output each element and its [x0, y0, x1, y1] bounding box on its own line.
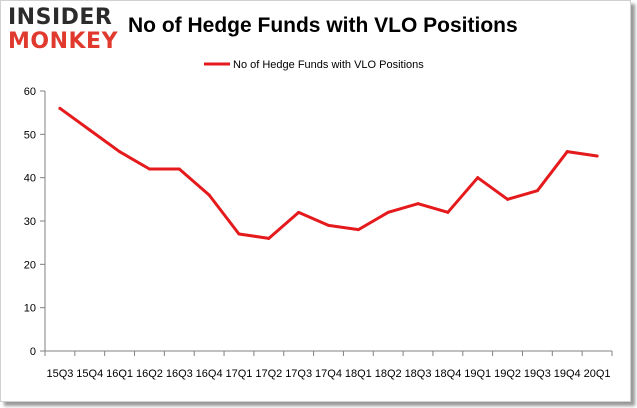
data-point [147, 167, 151, 171]
data-point [267, 236, 271, 240]
x-tick-label: 19Q1 [464, 368, 491, 380]
chart-frame [0, 0, 631, 402]
data-point [506, 197, 510, 201]
data-point [416, 202, 420, 206]
logo-text-monkey: MONKEY [8, 29, 119, 54]
x-tick-label: 16Q1 [106, 368, 133, 380]
x-tick-label: 18Q1 [345, 368, 372, 380]
x-tick-label: 19Q2 [494, 368, 521, 380]
y-tick-label: 50 [24, 129, 36, 141]
data-point [118, 150, 122, 154]
data-point [207, 193, 211, 197]
data-point [58, 106, 62, 110]
series-line [58, 106, 599, 240]
data-point [386, 210, 390, 214]
x-tick-label: 20Q1 [584, 368, 611, 380]
y-tick-label: 60 [24, 86, 36, 98]
data-point [177, 167, 181, 171]
data-point [565, 150, 569, 154]
y-tick-label: 30 [24, 216, 36, 228]
data-point [327, 223, 330, 227]
x-tick-label: 18Q2 [375, 368, 402, 380]
data-point [535, 189, 539, 193]
x-tick-label: 16Q4 [196, 368, 223, 380]
legend-label: No of Hedge Funds with VLO Positions [233, 59, 424, 71]
x-tick-label: 19Q3 [524, 368, 551, 380]
data-point [446, 210, 450, 214]
x-tick-label: 17Q2 [255, 368, 282, 380]
x-tick-label: 16Q2 [136, 368, 163, 380]
x-tick-label: 17Q3 [285, 368, 312, 380]
data-point [88, 128, 92, 132]
x-tick-label: 15Q4 [76, 368, 103, 380]
y-tick-label: 10 [24, 303, 36, 315]
x-tick-label: 16Q3 [166, 368, 193, 380]
data-point [237, 232, 241, 236]
logo-text-insider: INSIDER [8, 5, 113, 30]
data-point [595, 154, 599, 158]
y-tick-label: 40 [24, 173, 36, 185]
data-point [476, 176, 480, 180]
data-point [297, 210, 301, 214]
chart-title: No of Hedge Funds with VLO Positions [128, 14, 518, 37]
y-tick-label: 20 [24, 259, 36, 271]
y-tick-label: 0 [30, 346, 36, 358]
data-point [356, 228, 360, 232]
insider-monkey-logo: INSIDER MONKEY [8, 6, 120, 58]
x-tick-label: 18Q3 [405, 368, 432, 380]
x-tick-label: 17Q1 [226, 368, 253, 380]
x-tick-label: 18Q4 [434, 368, 461, 380]
x-tick-label: 15Q3 [46, 368, 73, 380]
x-tick-label: 19Q4 [554, 368, 581, 380]
x-tick-label: 17Q4 [315, 368, 342, 380]
